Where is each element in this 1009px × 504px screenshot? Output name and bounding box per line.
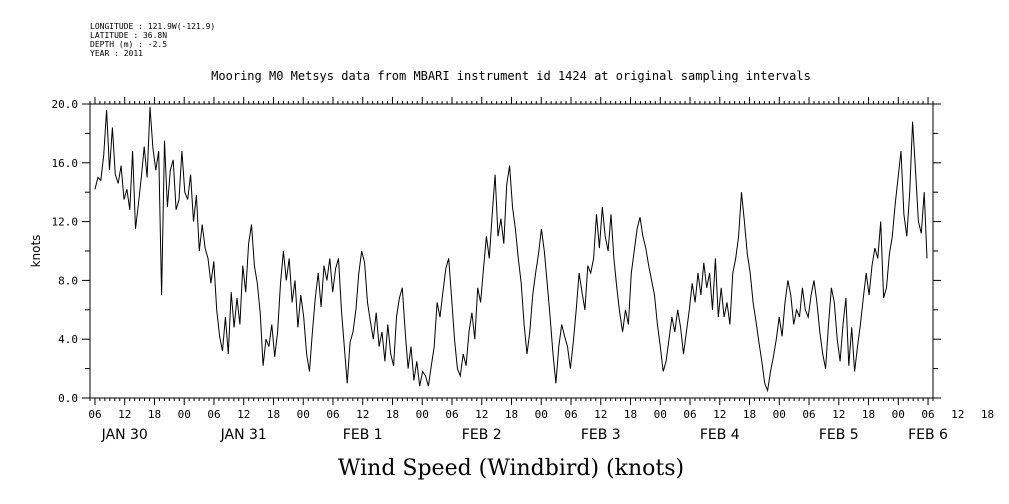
x-hour-label: 18: [981, 408, 994, 421]
meta-year: YEAR : 2011: [90, 49, 143, 58]
x-hour-label: 06: [802, 408, 815, 421]
y-tick-label: 8.0: [58, 274, 78, 287]
x-hour-label: 12: [475, 408, 488, 421]
x-hour-label: 12: [118, 408, 131, 421]
x-hour-label: 00: [535, 408, 548, 421]
x-hour-label: 12: [237, 408, 250, 421]
plot-frame: [89, 103, 934, 399]
x-hour-label: 06: [564, 408, 577, 421]
x-hour-label: 00: [773, 408, 786, 421]
x-hour-label: 18: [505, 408, 518, 421]
x-hour-label: 00: [297, 408, 310, 421]
x-axis: 06 12 18 00 06 12 18 00 06 12 18 00 06 12 18 00 06 12 18 00…: [88, 97, 994, 443]
x-hour-label: 18: [862, 408, 875, 421]
x-hour-label: 12: [832, 408, 845, 421]
x-hour-label: 18: [148, 408, 161, 421]
x-hour-label: 12: [713, 408, 726, 421]
series-line: [94, 106, 928, 393]
x-day-label: FEB 5: [819, 427, 859, 443]
x-hour-label: 12: [356, 408, 369, 421]
x-hour-label: 06: [326, 408, 339, 421]
meta-latitude: LATITUDE : 36.8N: [90, 31, 168, 40]
x-hour-label: 00: [178, 408, 191, 421]
x-hour-label: 06: [921, 408, 934, 421]
x-day-label: JAN 31: [220, 427, 267, 443]
y-axis-right: [933, 103, 941, 399]
x-hour-label: 06: [445, 408, 458, 421]
y-axis-label: knots: [29, 235, 43, 268]
x-hour-label: 00: [654, 408, 667, 421]
x-day-label: FEB 4: [700, 427, 740, 443]
chart-title: Mooring M0 Metsys data from MBARI instru…: [211, 69, 811, 83]
x-day-label: FEB 2: [462, 427, 502, 443]
x-hour-label: 00: [892, 408, 905, 421]
y-axis-left: 0.0 4.0 8.0 12.0 16.0 20.0: [52, 98, 90, 405]
x-hour-label: 06: [683, 408, 696, 421]
x-hour-label: 12: [594, 408, 607, 421]
chart-bottom-title: Wind Speed (Windbird) (knots): [338, 456, 684, 481]
meta-longitude: LONGITUDE : 121.9W(-121.9): [90, 22, 216, 31]
x-day-label: FEB 1: [343, 427, 383, 443]
y-tick-label: 16.0: [52, 157, 79, 170]
series-group: [94, 106, 928, 393]
x-day-label: FEB 3: [581, 427, 621, 443]
metadata-block: LONGITUDE : 121.9W(-121.9) LATITUDE : 36…: [90, 22, 215, 58]
x-day-label: JAN 30: [101, 427, 148, 443]
y-tick-label: 0.0: [58, 392, 78, 405]
x-hour-label: 18: [743, 408, 756, 421]
y-tick-label: 12.0: [52, 216, 79, 229]
x-hour-label: 06: [88, 408, 101, 421]
x-hour-label: 18: [267, 408, 280, 421]
x-hour-label: 18: [624, 408, 637, 421]
x-hour-label: 06: [207, 408, 220, 421]
y-tick-label: 20.0: [52, 98, 79, 111]
y-tick-label: 4.0: [58, 333, 78, 346]
x-hour-label: 18: [386, 408, 399, 421]
x-day-label: FEB 6: [908, 427, 948, 443]
x-hour-label: 00: [416, 408, 429, 421]
meta-depth: DEPTH (m) : -2.5: [90, 40, 168, 49]
x-hour-label: 12: [951, 408, 964, 421]
